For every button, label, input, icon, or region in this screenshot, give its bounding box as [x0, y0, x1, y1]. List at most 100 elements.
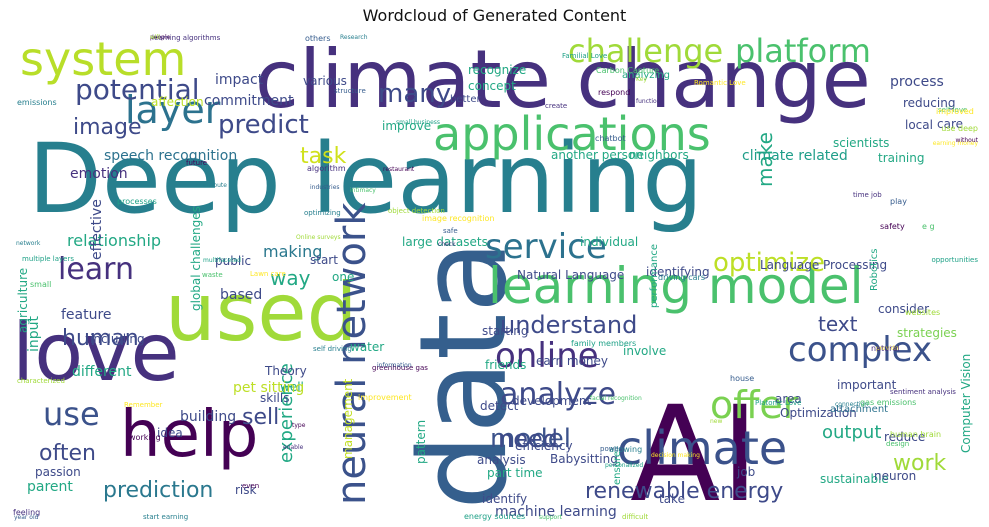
word-lawn-care: Lawn care [250, 270, 286, 278]
word-websites: websites [905, 308, 941, 317]
word-emissions: emissions [17, 98, 57, 107]
word-commitment: commitment [204, 93, 294, 109]
word-including: including [90, 332, 145, 346]
word-gas-emissions: gas emissions [860, 398, 917, 407]
word-analysis: analysis [477, 453, 526, 467]
word-future: future [186, 159, 208, 167]
word-one: one [332, 270, 355, 284]
word-key: Key [636, 76, 647, 83]
word-identifying: identifying [646, 265, 710, 279]
word-pattern: pattern [414, 419, 428, 464]
word-risk: risk [235, 483, 257, 497]
word-allowing: allowing [609, 445, 643, 454]
word-involve: involve [623, 344, 667, 358]
word-impact: impact [215, 72, 264, 88]
word-provide: provide [876, 345, 899, 352]
word-safety: safety [880, 222, 905, 231]
word-model: model [490, 424, 571, 454]
word-use-deep: use deep [941, 124, 978, 133]
word-efficiency: efficiency [515, 439, 573, 453]
word-create: create [545, 102, 568, 110]
word-without: without [955, 137, 978, 144]
word-multiple-layers: multiple layers [22, 255, 75, 263]
word-e-g: e g [922, 222, 935, 231]
word-new: new [710, 418, 723, 425]
word-improved: improved [936, 107, 974, 116]
word-research: Research [340, 34, 368, 41]
word-help: help [120, 398, 259, 472]
word-small-business: small business [396, 119, 441, 126]
word-potential: potential [75, 73, 200, 106]
word-applications: applications [433, 107, 711, 161]
word-robotics: Robotics [869, 248, 880, 292]
wordcloud: Deep learning climate change data AI love use… [10, 33, 979, 521]
word-people: people [150, 34, 171, 41]
word-theory: Theory [265, 364, 307, 378]
word-often: often [39, 441, 96, 466]
word-image-recognition: image recognition [422, 214, 495, 223]
word-multifaceted: multifaceted [203, 257, 241, 264]
word-deep-learning: Deep learning [28, 123, 704, 235]
word-waste: waste [202, 271, 223, 279]
word-object-detection: object detection [388, 207, 445, 215]
word-building: building [180, 409, 237, 425]
word-learning-algorithms: learning algorithms [152, 34, 221, 42]
word-concept: concept [468, 79, 516, 93]
word-remember: Remember [124, 401, 163, 409]
word-decision-making: decision making [651, 452, 700, 459]
word-another-person: another person [551, 148, 643, 162]
word-power: power [600, 445, 622, 453]
word-process: process [890, 74, 944, 90]
word-climate: climate [617, 421, 788, 475]
word-characterized: characterized [17, 377, 65, 385]
word-machine-learning: machine learning [495, 504, 617, 520]
word-self-love: self love [938, 106, 968, 114]
word-play: play [890, 197, 907, 206]
word-work: work [893, 451, 947, 476]
word-public: public [215, 254, 252, 268]
word-opportunities: opportunities [931, 256, 978, 264]
word-reduce: reduce [884, 430, 926, 444]
word-driving-cars: driving cars [658, 273, 705, 282]
word-contribute: contribute [196, 182, 227, 189]
word-global-challenges: global challenges [189, 206, 203, 311]
word-speech-recognition: speech recognition [104, 148, 238, 164]
word-climate-related: climate related [742, 148, 848, 164]
word-pet-sitting: pet sitting [233, 380, 305, 396]
word-language-processing: Language Processing [760, 258, 888, 272]
word-network: network [16, 240, 41, 247]
word-better: better [450, 94, 481, 105]
word-use: use [43, 395, 100, 433]
word-energy-sources: energy sources [464, 512, 526, 521]
word-part-time: part time [487, 466, 543, 480]
word-detect: detect [480, 399, 519, 413]
word-start-earning: start earning [143, 513, 189, 521]
word-structure: structure [334, 87, 366, 95]
word-important: important [837, 378, 897, 392]
word-offer: offer [710, 383, 799, 427]
word-need: need [498, 425, 558, 453]
word-task: task [300, 144, 347, 169]
word-feature: feature [61, 307, 112, 323]
word-various: various [303, 74, 347, 88]
word-natural-language: Natural Language [517, 268, 625, 282]
word-complex: complex [788, 330, 933, 370]
word-respond: respond [598, 88, 631, 97]
word-understand: understand [500, 311, 638, 339]
word-support: support [539, 514, 563, 521]
word-sentiment-analysis: sentiment analysis [890, 388, 956, 396]
word-even: even [242, 482, 260, 490]
word-predict: predict [218, 110, 309, 140]
word-development: development [512, 394, 592, 408]
word-renewable-energy: renewable energy [585, 479, 784, 504]
word-self-driving: self driving [313, 345, 352, 353]
word-analyze: analyze [500, 377, 617, 412]
word-romantic-love: Romantic Love [694, 79, 746, 87]
word-parent: parent [27, 479, 73, 495]
word-way: way [270, 266, 311, 290]
word-function: function [636, 98, 661, 105]
word-climate-change: climate change [255, 33, 871, 126]
word-will: will [150, 34, 160, 41]
word-care: care [937, 117, 964, 131]
